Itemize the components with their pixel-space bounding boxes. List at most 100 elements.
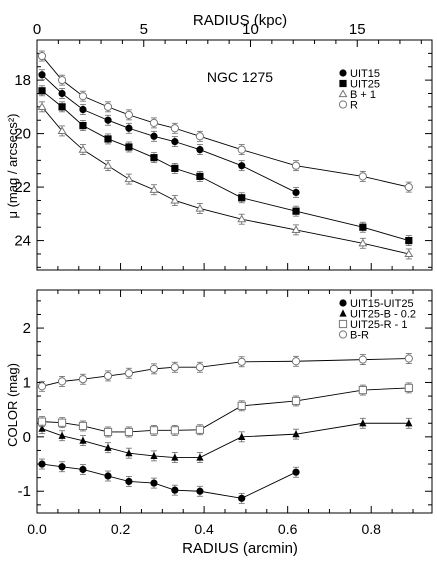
data-point: [78, 145, 88, 153]
upper-title: NGC 1275: [207, 69, 273, 85]
data-point: [125, 143, 133, 151]
data-point: [238, 162, 246, 170]
data-point: [195, 425, 205, 434]
data-point: [170, 426, 179, 435]
data-point: [149, 118, 159, 128]
legend-marker: [338, 100, 348, 109]
data-point: [38, 87, 46, 95]
data-point: [57, 76, 67, 85]
data-point: [79, 465, 87, 474]
data-point: [149, 426, 159, 435]
data-point: [104, 116, 112, 124]
data-point: [150, 132, 158, 140]
data-point: [37, 51, 47, 61]
data-point: [58, 431, 66, 439]
data-point: [149, 364, 159, 373]
data-point: [404, 249, 414, 258]
data-point: [104, 472, 112, 480]
top-axis-label: RADIUS (kpc): [193, 12, 287, 29]
data-point: [103, 161, 113, 169]
plot-frame: [36, 289, 433, 514]
data-point: [196, 172, 204, 180]
upper-y-label: μ (mag / arcsecs²): [5, 113, 20, 218]
legend-label: UIT15: [350, 68, 380, 80]
data-point: [79, 121, 87, 130]
data-point: [291, 225, 301, 233]
data-point: [125, 124, 133, 132]
data-point: [150, 479, 158, 487]
data-point: [238, 432, 246, 440]
data-point: [291, 396, 301, 406]
data-point: [358, 172, 367, 181]
data-point: [170, 124, 179, 133]
data-point: [238, 194, 246, 202]
series-line: [41, 463, 297, 499]
data-point: [79, 436, 87, 444]
legend-label: UIT25-B - 0.2: [350, 309, 416, 321]
data-point: [292, 468, 300, 476]
x-tick-label: 0.4: [194, 521, 214, 537]
data-point: [37, 102, 47, 110]
data-point: [195, 132, 205, 141]
data-point: [291, 357, 301, 366]
series-line: [41, 90, 409, 242]
data-point: [170, 195, 180, 204]
data-point: [104, 443, 112, 451]
data-point: [103, 102, 113, 111]
kpc-tick-label: 15: [349, 21, 366, 38]
data-point: [57, 418, 67, 427]
series-line: [41, 358, 409, 387]
legend-marker: [338, 330, 348, 339]
x-tick-label: 0.2: [111, 521, 131, 537]
legend-marker: [339, 69, 347, 77]
data-point: [38, 460, 46, 468]
kpc-tick-label: 5: [140, 21, 148, 38]
y-tick-label: 2: [23, 320, 31, 337]
x-tick-label: 0.0: [27, 521, 47, 537]
legend-label: UIT25: [350, 79, 380, 91]
data-point: [358, 355, 367, 364]
y-tick-label: 1: [23, 374, 31, 391]
legend-label: B + 1: [350, 89, 376, 101]
data-point: [125, 449, 133, 457]
x-tick-label: 0.8: [361, 521, 381, 537]
series-line: [41, 106, 409, 255]
data-point: [58, 103, 66, 111]
data-point: [125, 477, 133, 486]
legend-label: UIT15-UIT25: [350, 298, 414, 310]
data-point: [124, 110, 134, 119]
data-point: [149, 185, 159, 193]
data-point: [78, 421, 88, 431]
data-point: [292, 430, 300, 438]
legend-label: B-R: [350, 330, 369, 342]
data-point: [104, 135, 112, 143]
data-point: [37, 417, 47, 426]
data-point: [124, 427, 134, 437]
data-point: [79, 105, 87, 114]
y-tick-label: 0: [23, 429, 31, 446]
data-point: [78, 375, 88, 384]
data-point: [170, 363, 179, 372]
x-axis-label: RADIUS (arcmin): [182, 540, 298, 557]
lower-y-label: COLOR (mag): [5, 363, 20, 447]
legend-label: R: [350, 100, 358, 112]
data-point: [404, 182, 413, 192]
y-tick-label: 18: [14, 72, 31, 89]
legend-marker: [338, 89, 348, 98]
series-line: [41, 422, 409, 458]
data-point: [358, 385, 367, 395]
data-point: [291, 161, 301, 170]
legend-marker: [339, 309, 347, 317]
y-tick-label: -1: [18, 483, 31, 500]
data-point: [237, 214, 247, 223]
data-point: [404, 383, 413, 393]
y-tick-label: 24: [14, 233, 31, 250]
data-point: [195, 203, 205, 212]
data-point: [237, 401, 246, 410]
series-line: [41, 74, 297, 193]
data-point: [358, 238, 368, 247]
data-point: [171, 453, 179, 461]
kpc-tick-label: 10: [242, 21, 259, 38]
data-point: [359, 223, 367, 231]
